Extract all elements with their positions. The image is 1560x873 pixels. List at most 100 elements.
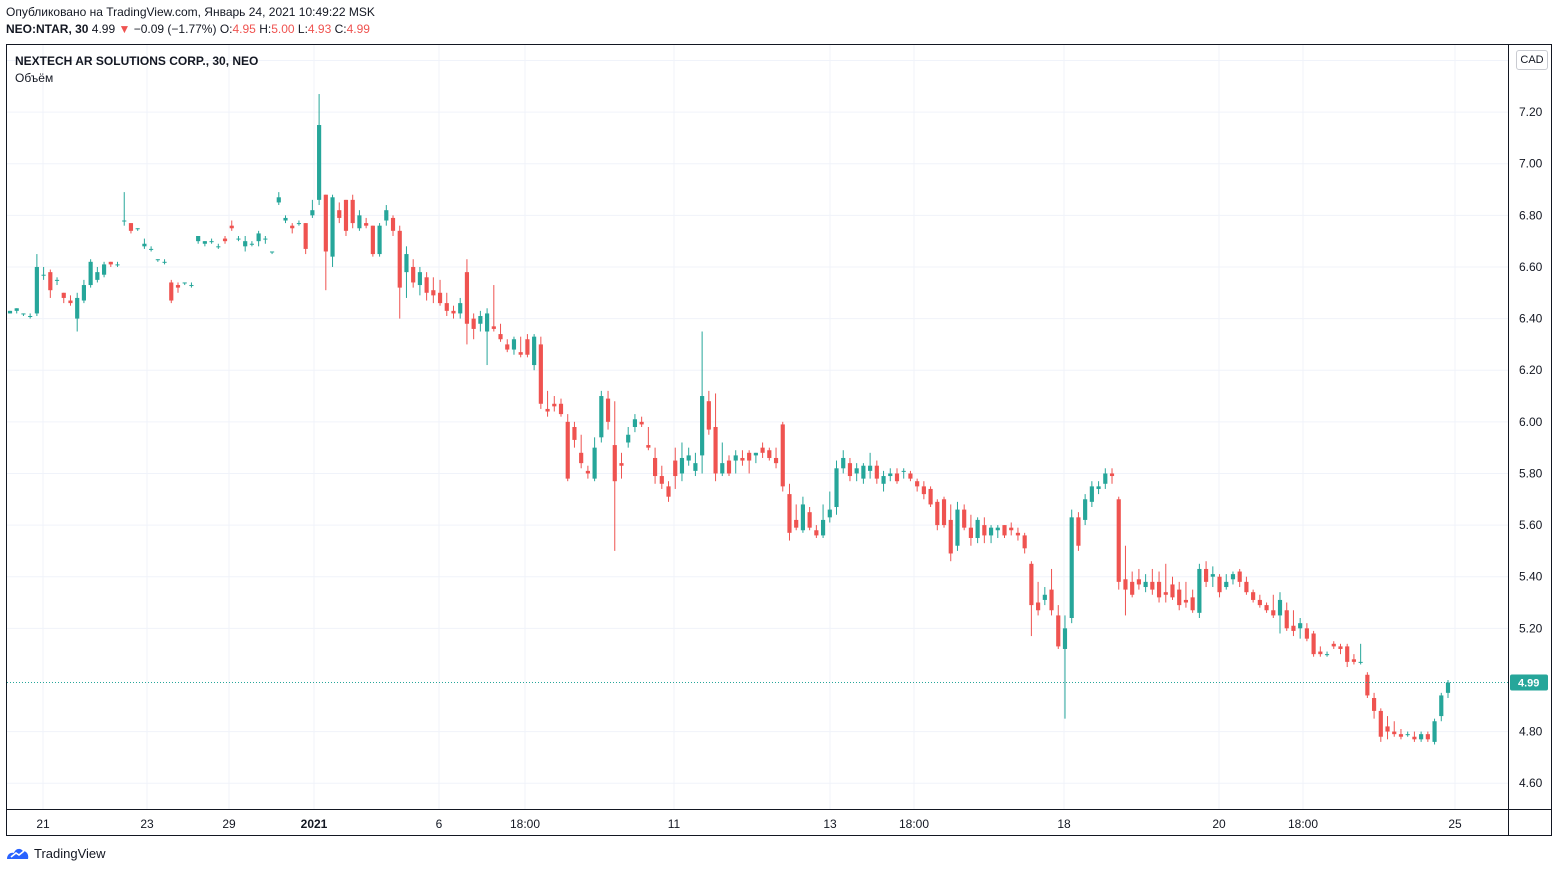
candle-body [95,272,100,280]
candle-body [175,285,181,288]
candle [1150,568,1155,595]
candle [202,241,207,247]
candle [458,297,463,319]
candle [303,223,308,255]
candle [95,266,100,283]
candle [108,261,113,267]
candle [773,447,779,469]
last-price-text: 4.99 [1518,678,1539,690]
candle [48,269,53,298]
candle [1002,525,1007,538]
candle [1372,692,1377,719]
candle-body [988,527,994,536]
change-arrow-icon: ▼ [118,22,131,36]
candle [343,199,349,236]
candle [820,504,826,538]
candle [1244,576,1249,595]
candle [881,470,886,492]
candle-body [81,285,86,301]
candle-body [673,460,678,477]
candle-body [935,501,940,526]
candle-body [88,261,93,286]
candle [1237,568,1242,588]
candle-body [1425,734,1430,740]
candle-body [196,236,201,242]
candle-body [1372,698,1377,711]
x-tick-label: 20 [1212,817,1226,831]
currency-badge[interactable]: CAD [1516,50,1548,70]
candle-body [269,251,275,253]
x-tick-label: 18 [1057,817,1071,831]
change-value: −0.09 (−1.77%) [133,22,217,36]
candle [780,421,785,492]
candle [686,447,691,466]
candle-body [1069,517,1074,618]
chart-grid [7,45,1508,809]
candle-body [525,339,530,355]
candle-body [1378,710,1383,737]
candle-body [108,261,113,265]
candle [592,437,597,482]
candle-body [693,463,698,471]
candle [505,339,510,353]
candle-body [390,217,396,231]
footer-brand-text: TradingView [34,845,106,861]
candle [390,215,396,236]
candle [491,285,496,332]
candle-body [612,445,617,482]
candle [1257,594,1262,608]
candle-body [1445,682,1451,693]
candle [612,401,617,551]
candle-body [384,210,389,221]
candle-body [847,463,853,477]
candle-body [1116,499,1121,582]
candle [1130,571,1135,598]
candle-body [955,509,960,546]
candle [1076,512,1081,551]
candle-body [706,401,711,430]
candle [1069,509,1074,624]
candle-body [1009,527,1014,531]
time-axis: 21 23 29 2021 6 18:00 11 13 18:00 18 20 18:00 25 [7,809,1551,831]
candle [827,491,832,523]
candle [142,238,147,249]
candle-body [646,445,651,448]
candle [854,463,859,482]
candle-body [1056,615,1061,647]
y-tick-label: 6.40 [1519,312,1543,326]
candle [1042,587,1047,606]
candle [283,215,288,224]
candle-body [1210,574,1215,577]
candle-body [545,408,550,412]
y-tick-label: 6.60 [1519,260,1543,274]
candle [1277,592,1283,634]
candle-series [7,94,1451,745]
x-tick-label: 2021 [301,817,328,831]
candle [1432,718,1437,745]
candle-body [753,452,758,456]
candle-body [1311,633,1316,655]
candle-body [142,243,147,247]
candle-body [1331,643,1336,647]
candle-body [592,447,597,479]
candle-body [565,421,570,479]
candle-body [1170,584,1175,598]
candle-body [202,241,207,244]
close-value: 4.99 [346,22,370,36]
candle-body [303,223,308,249]
candle-body [1284,610,1289,629]
footer-brand[interactable]: TradingView [6,845,106,861]
candle [243,236,248,252]
candle-body [122,220,127,222]
candle [653,447,658,484]
candle [1009,522,1014,536]
x-tick-label: 6 [436,817,443,831]
candle-body [135,228,140,230]
candle-body [854,468,859,474]
candle-body [1083,499,1088,520]
candle-body [1217,576,1222,593]
candle [955,501,960,551]
candle-body [458,303,463,314]
candle [800,496,805,533]
